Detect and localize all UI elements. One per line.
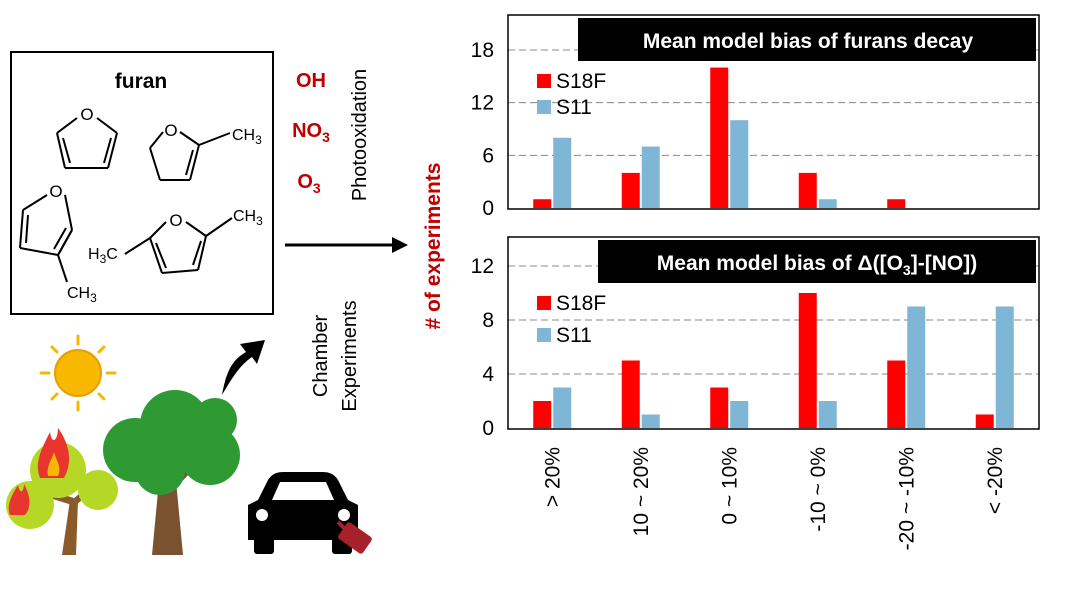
chart-2-legend: S18F S11 xyxy=(537,292,606,347)
bar-s11-1 xyxy=(641,414,660,428)
legend-swatch-s18f xyxy=(537,296,551,310)
burning-tree-icon xyxy=(6,428,118,555)
bar-s11-3 xyxy=(818,199,837,208)
bar-s11-2 xyxy=(730,401,749,428)
bar-s18f-3 xyxy=(798,293,817,428)
furan-panel: furan O O CH3 xyxy=(10,51,274,315)
bar-s18f-0 xyxy=(533,401,552,428)
bar-s18f-1 xyxy=(621,172,640,208)
bar-s11-4 xyxy=(907,306,926,428)
bar-s18f-5 xyxy=(975,414,994,428)
bar-s11-3 xyxy=(818,401,837,428)
bar-s18f-4 xyxy=(887,199,906,208)
y-tick-label: 8 xyxy=(482,309,494,332)
x-tick-label: > 20% xyxy=(541,447,564,507)
legend-swatch-s11 xyxy=(537,328,551,342)
oxidant-list: OH NO3 O3 xyxy=(292,70,330,196)
x-tick-label: -20 ~ -10% xyxy=(895,447,918,550)
y-tick-label: 4 xyxy=(482,363,494,386)
fuel-pump-icon xyxy=(336,520,372,554)
legend-swatch-s11 xyxy=(537,100,551,114)
y-tick-label: 6 xyxy=(482,144,494,167)
y-tick-label: 0 xyxy=(482,417,494,440)
methylfuran-molecule-icon xyxy=(149,131,231,181)
x-tick-label: -10 ~ 0% xyxy=(807,447,830,532)
chart-1-legend: S18F S11 xyxy=(537,70,606,119)
legend-label-s11: S11 xyxy=(556,96,592,119)
furan-title: furan xyxy=(115,70,168,93)
y-tick-label: 12 xyxy=(471,255,494,278)
chart-1-frame xyxy=(507,14,1040,210)
oxygen-atom-label: O xyxy=(80,105,93,124)
curved-arrow-up-icon xyxy=(222,340,265,395)
chart-1-title-box xyxy=(578,18,1036,61)
bar-s11-0 xyxy=(553,387,572,428)
3-methylfuran-molecule-icon xyxy=(19,194,73,283)
y-axis-title: # of experiments xyxy=(422,163,445,330)
bar-s18f-2 xyxy=(710,387,729,428)
bar-s11-5 xyxy=(995,306,1014,428)
legend-label-s18f: S18F xyxy=(556,70,606,93)
chart-1-y-ticks: 0 6 12 18 xyxy=(471,39,494,220)
y-tick-label: 12 xyxy=(471,92,494,115)
bar-s11-1 xyxy=(641,146,660,208)
bar-s11-2 xyxy=(730,120,749,208)
methyl-label: CH3 xyxy=(232,127,262,147)
chart-o3-no: 0 4 8 12 Mean model bias of Δ([O3]-[NO]) S1… xyxy=(471,236,1040,440)
car-icon xyxy=(248,472,358,554)
chart-furans-decay: 0 6 12 18 Mean model bias of furans decay S… xyxy=(471,14,1040,220)
arrow-right-icon xyxy=(285,237,408,253)
chart-2-frame xyxy=(507,236,1040,430)
y-tick-label: 18 xyxy=(471,39,494,62)
bar-s18f-0 xyxy=(533,199,552,208)
bar-s11-0 xyxy=(553,137,572,208)
x-axis-category-labels: > 20% 10 ~ 20% 0 ~ 10% -10 ~ 0% -20 ~ -10% < … xyxy=(541,447,1007,550)
bar-s18f-1 xyxy=(621,360,640,428)
chart-2-y-ticks: 0 4 8 12 xyxy=(471,255,495,440)
chart-2-bars xyxy=(533,293,1014,428)
experiments-label: Experiments xyxy=(339,300,361,411)
methyl-label: CH3 xyxy=(67,285,97,305)
dimethylfuran-molecule-icon xyxy=(124,217,233,274)
oxygen-atom-label: O xyxy=(164,121,177,140)
oxidant-no3: NO3 xyxy=(292,120,330,145)
photooxidation-label: Photooxidation xyxy=(349,69,371,201)
x-tick-label: 0 ~ 10% xyxy=(718,447,741,525)
sun-icon xyxy=(39,334,117,412)
methyl-label: CH3 xyxy=(233,208,263,228)
oxygen-atom-label: O xyxy=(169,211,182,230)
oxidant-o3: O3 xyxy=(297,171,321,196)
tree-icon xyxy=(103,390,240,555)
bar-s18f-2 xyxy=(710,67,729,208)
chart-2-title: Mean model bias of Δ([O3]-[NO]) xyxy=(657,252,977,278)
bar-s18f-4 xyxy=(887,360,906,428)
x-tick-label: 10 ~ 20% xyxy=(630,447,653,536)
oxygen-atom-label: O xyxy=(49,182,62,201)
chart-1-bars xyxy=(533,67,906,208)
chamber-label: Chamber xyxy=(310,315,332,398)
y-tick-label: 0 xyxy=(482,197,494,220)
chart-2-title-box xyxy=(598,240,1036,283)
legend-swatch-s18f xyxy=(537,74,551,88)
legend-label-s11: S11 xyxy=(556,324,592,347)
methyl-label-left: H3C xyxy=(88,246,118,266)
bar-s18f-3 xyxy=(798,172,817,208)
oxidant-oh: OH xyxy=(296,70,326,92)
furan-box xyxy=(10,51,274,315)
x-tick-label: < -20% xyxy=(984,447,1007,514)
furan-molecule-icon xyxy=(56,117,118,169)
legend-label-s18f: S18F xyxy=(556,292,606,315)
chart-1-title: Mean model bias of furans decay xyxy=(643,30,974,53)
